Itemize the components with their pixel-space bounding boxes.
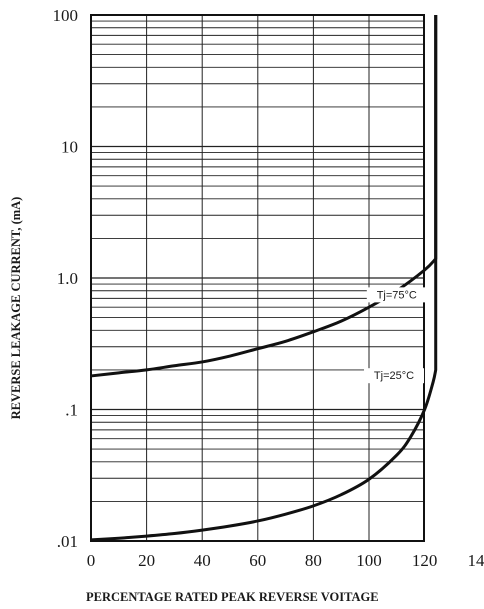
grid — [91, 15, 424, 542]
y-axis-title: REVERSE LEAKAGE CURRENT, (mA) — [9, 197, 23, 420]
series-line — [90, 15, 438, 378]
plot-frame — [90, 14, 425, 542]
x-tick-label: 80 — [305, 551, 322, 570]
annotation-background — [366, 287, 427, 303]
y-tick-label: 10 — [61, 138, 78, 157]
y-tick-label: 100 — [53, 6, 79, 25]
curve-annotation: Tj=75°C — [366, 287, 427, 303]
annotation-background — [364, 368, 425, 384]
annotation-label: Tj=75°C — [377, 289, 417, 301]
curve-annotation: Tj=25°C — [364, 368, 425, 384]
x-tick-label: 40 — [194, 551, 211, 570]
x-tick-label: 20 — [138, 551, 155, 570]
annotations: Tj=75°C Tj=25°C — [364, 287, 427, 384]
x-tick-label: 120 — [412, 551, 438, 570]
y-tick-label: .01 — [57, 532, 78, 551]
y-tick-label: .1 — [65, 401, 78, 420]
x-tick-label: 0 — [87, 551, 96, 570]
x-axis-ticks: 0 20 40 60 80 100 120 140 — [87, 551, 484, 570]
y-tick-label: 1.0 — [57, 269, 78, 288]
x-tick-label: 60 — [249, 551, 266, 570]
y-axis-ticks: .01 .1 1.0 10 100 — [53, 6, 79, 551]
x-tick-label: 100 — [356, 551, 382, 570]
x-tick-label: 140 — [467, 551, 484, 570]
series-line — [90, 15, 438, 542]
x-axis-title: PERCENTAGE RATED PEAK REVERSE VOITAGE — [86, 590, 379, 604]
annotation-label: Tj=25°C — [374, 370, 414, 382]
